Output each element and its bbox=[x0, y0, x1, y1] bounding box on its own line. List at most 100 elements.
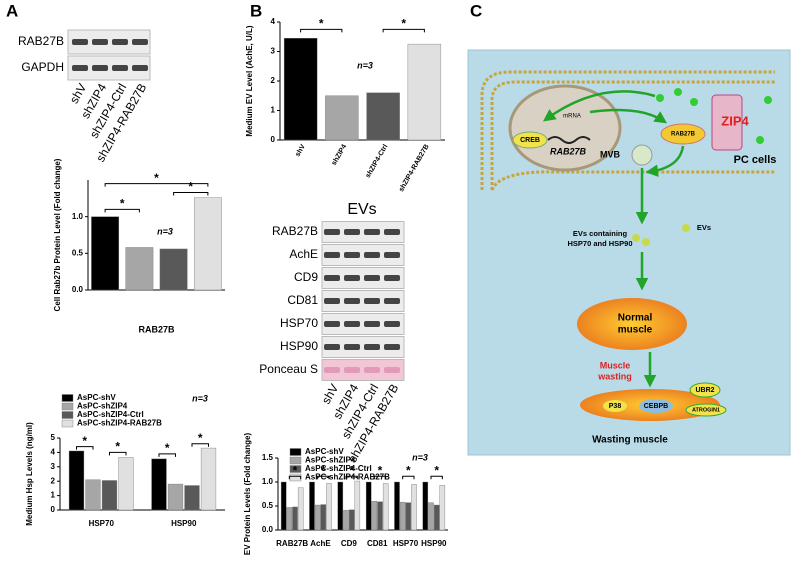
blot-band bbox=[384, 344, 400, 350]
blot-band bbox=[364, 321, 380, 327]
zinc-ion bbox=[656, 94, 664, 102]
annotation: n=3 bbox=[412, 452, 428, 462]
blot-row-label: RAB27B bbox=[272, 224, 318, 238]
significance-bracket bbox=[288, 475, 302, 480]
blot-band bbox=[364, 275, 380, 281]
blot-band bbox=[384, 229, 400, 235]
y-axis-label: Cell Rab27b Protein Level (Fold change) bbox=[53, 158, 62, 311]
y-tick-label: 2 bbox=[51, 476, 56, 485]
bar bbox=[68, 450, 85, 511]
blot-band bbox=[344, 321, 360, 327]
zinc-ion bbox=[764, 96, 772, 104]
arrow bbox=[589, 108, 668, 124]
significance-bracket bbox=[76, 446, 94, 450]
bar bbox=[286, 507, 293, 531]
y-tick-label: 3 bbox=[51, 462, 56, 471]
significance-star: * bbox=[406, 463, 411, 477]
blot-band bbox=[344, 298, 360, 304]
arrow bbox=[645, 145, 685, 177]
x-tick-label: HSP70 bbox=[89, 519, 115, 528]
ev bbox=[632, 234, 640, 242]
significance-bracket bbox=[104, 208, 140, 213]
blot-band bbox=[364, 367, 380, 373]
blot-title: EVs bbox=[347, 201, 376, 218]
y-tick-label: 1.0 bbox=[72, 212, 84, 221]
x-tick-label: HSP70 bbox=[393, 539, 419, 548]
bar bbox=[366, 92, 400, 141]
normal-muscle bbox=[577, 298, 687, 350]
blot-row-label: CD81 bbox=[287, 293, 318, 307]
bar bbox=[326, 483, 332, 531]
blot-row-label: CD9 bbox=[294, 270, 318, 284]
x-tick-label: RAB27B bbox=[276, 539, 308, 548]
bar bbox=[428, 502, 434, 531]
bar bbox=[193, 197, 222, 291]
legend-swatch bbox=[61, 411, 74, 419]
significance-star: * bbox=[319, 17, 324, 31]
creb-label: CREB bbox=[520, 137, 540, 144]
blot-strip bbox=[321, 290, 405, 312]
legend-swatch bbox=[61, 402, 74, 411]
bar bbox=[314, 504, 321, 531]
bar bbox=[101, 480, 118, 511]
ev bbox=[642, 238, 650, 246]
rab27b-protein bbox=[660, 123, 706, 145]
bar bbox=[399, 501, 406, 531]
blot-row-label: HSP90 bbox=[280, 339, 318, 353]
evs-label: EVs bbox=[697, 223, 711, 232]
y-axis-label: Medium Hsp Levels (ng/ml) bbox=[25, 422, 34, 526]
significance-star: * bbox=[154, 171, 159, 185]
blot-band bbox=[324, 229, 340, 235]
bar bbox=[118, 457, 134, 511]
blot-band bbox=[132, 39, 148, 45]
y-tick-label: 1 bbox=[271, 106, 276, 115]
legend-label: AsPC-shZIP4 bbox=[77, 402, 128, 411]
legend-label: AsPC-shZIP4 bbox=[305, 456, 356, 465]
y-tick-label: 1.0 bbox=[262, 477, 274, 486]
blot-band bbox=[324, 344, 340, 350]
significance-star: * bbox=[82, 434, 87, 448]
mvb-label: MVB bbox=[600, 149, 621, 159]
blot-band bbox=[72, 39, 88, 45]
bar bbox=[348, 509, 355, 531]
legend-swatch bbox=[289, 448, 302, 456]
diagram: CREB mRNA RAB27B RAB27B MVB PC cells ZIP… bbox=[467, 49, 791, 456]
blot-strip bbox=[321, 359, 405, 381]
significance-bracket bbox=[402, 475, 415, 480]
significance-star: * bbox=[198, 431, 203, 445]
significance-bracket bbox=[317, 475, 330, 480]
bar bbox=[411, 484, 417, 531]
x-tick-label: shZIP4-RAB27B bbox=[398, 143, 431, 193]
bar bbox=[405, 502, 412, 531]
x-axis-label: RAB27B bbox=[138, 324, 175, 334]
blot-row-label: HSP70 bbox=[280, 316, 318, 330]
x-tick-label: shZIP4-Ctrl bbox=[365, 143, 390, 179]
gene-label: RAB27B bbox=[550, 146, 587, 156]
significance-bracket bbox=[104, 183, 209, 187]
blot-row-label: Ponceau S bbox=[259, 362, 318, 376]
arrow bbox=[542, 90, 656, 122]
wasting-label: Muscle bbox=[600, 360, 631, 370]
y-tick-label: 4 bbox=[271, 17, 276, 26]
bar bbox=[433, 504, 440, 531]
blot-band bbox=[384, 321, 400, 327]
bar bbox=[151, 458, 167, 511]
cebpb bbox=[639, 399, 673, 413]
blot-band bbox=[344, 252, 360, 258]
blot-row-label: RAB27B bbox=[18, 34, 64, 48]
significance-star: * bbox=[165, 441, 170, 455]
blot-band bbox=[384, 298, 400, 304]
bar bbox=[320, 504, 327, 531]
p38-label: P38 bbox=[609, 403, 622, 410]
membrane bbox=[490, 170, 775, 191]
significance-bracket bbox=[430, 475, 443, 480]
legend-label: AsPC-shZIP4-Ctrl bbox=[305, 464, 372, 473]
y-tick-label: 4 bbox=[51, 448, 56, 457]
bar bbox=[365, 481, 372, 531]
panel-label: A bbox=[6, 1, 18, 20]
blot-band bbox=[384, 367, 400, 373]
significance-star: * bbox=[293, 463, 298, 477]
bar bbox=[337, 481, 344, 531]
atrogin1 bbox=[685, 403, 727, 417]
